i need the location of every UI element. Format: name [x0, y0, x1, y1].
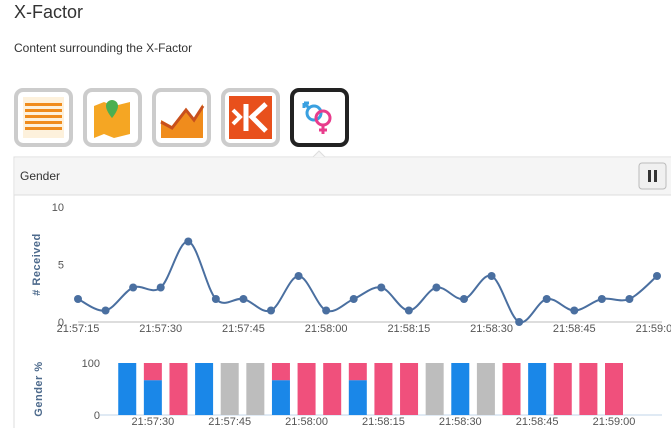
data-point [377, 283, 386, 292]
bar-segment [195, 363, 214, 415]
bar-segment [579, 363, 598, 415]
y-axis-title: # Received [31, 233, 43, 295]
panel: Gender [13, 150, 671, 428]
bar-segment [425, 363, 444, 415]
y-tick-label: 5 [58, 260, 64, 272]
tab-klout[interactable] [221, 88, 280, 147]
data-point [294, 272, 303, 280]
x-tick-label: 21:57:30 [139, 323, 182, 335]
bar-segment [553, 363, 572, 415]
bar-segment [220, 363, 239, 415]
bar-segment [374, 363, 393, 415]
data-point [542, 295, 551, 303]
bar-segment [323, 363, 342, 415]
data-point [239, 295, 248, 303]
panel-title: Gender [20, 169, 60, 183]
bar-segment [118, 363, 137, 415]
bar-segment [348, 380, 367, 415]
tab-list [14, 88, 349, 147]
data-point [432, 283, 441, 292]
x-tick-label: 21:58:30 [470, 323, 513, 335]
bar-segment [246, 363, 265, 415]
x-tick-label: 21:58:45 [516, 416, 559, 428]
data-point [597, 295, 606, 303]
x-tick-label: 21:58:00 [285, 416, 328, 428]
x-tick-label: 21:57:15 [57, 323, 100, 335]
data-point [267, 306, 275, 315]
bar-segment [400, 363, 419, 415]
header-title: X-Factor [14, 2, 84, 22]
bar-segment [143, 363, 162, 381]
bar-segment [143, 380, 162, 415]
bar-segment [605, 363, 623, 415]
data-point [653, 272, 661, 280]
y-tick-label: 0 [94, 410, 100, 422]
data-point [184, 237, 193, 246]
bar-segment [528, 363, 547, 415]
x-tick-label: 21:57:30 [131, 416, 174, 428]
data-point [74, 295, 82, 303]
x-tick-label: 21:58:45 [553, 323, 596, 335]
y-tick-label: 0 [58, 317, 64, 329]
data-point [322, 306, 331, 315]
data-point [129, 283, 138, 292]
bar-segment [348, 363, 367, 381]
bar-segment [271, 380, 290, 415]
data-point [625, 295, 634, 303]
y-axis-title: Gender % [33, 361, 45, 416]
bar-segment [271, 363, 290, 381]
data-point [101, 306, 110, 315]
data-point [460, 295, 468, 303]
tab-gender[interactable] [290, 88, 349, 147]
bar-segment [297, 363, 316, 415]
data-point [404, 306, 413, 315]
pause-button[interactable] [638, 162, 667, 190]
x-tick-label: 21:57:45 [222, 323, 265, 335]
bar-segment [502, 363, 521, 415]
x-tick-label: 21:58:15 [362, 416, 405, 428]
x-tick-label: 21:57:45 [208, 416, 251, 428]
data-point [515, 318, 524, 326]
x-tick-label: 21:59:00 [636, 323, 671, 335]
data-point [487, 272, 496, 280]
bar-segment [169, 363, 188, 415]
tab-map[interactable] [83, 88, 142, 147]
header-subtitle: Content surrounding the X-Factor [14, 41, 193, 55]
x-tick-label: 21:59:00 [593, 416, 636, 428]
data-point [156, 283, 165, 292]
data-point [349, 295, 358, 303]
data-line [77, 240, 658, 324]
bar-segment [451, 363, 470, 415]
x-tick-label: 21:58:00 [305, 323, 348, 335]
bar-segment [476, 363, 495, 415]
x-tick-label: 21:58:15 [387, 323, 430, 335]
data-point [570, 306, 579, 315]
x-tick-label: 21:58:30 [439, 416, 482, 428]
tab-list-icon[interactable] [14, 88, 73, 147]
data-point [211, 295, 220, 303]
tab-trend[interactable] [152, 88, 211, 147]
y-tick-label: 100 [82, 358, 100, 370]
y-tick-label: 10 [52, 202, 64, 214]
